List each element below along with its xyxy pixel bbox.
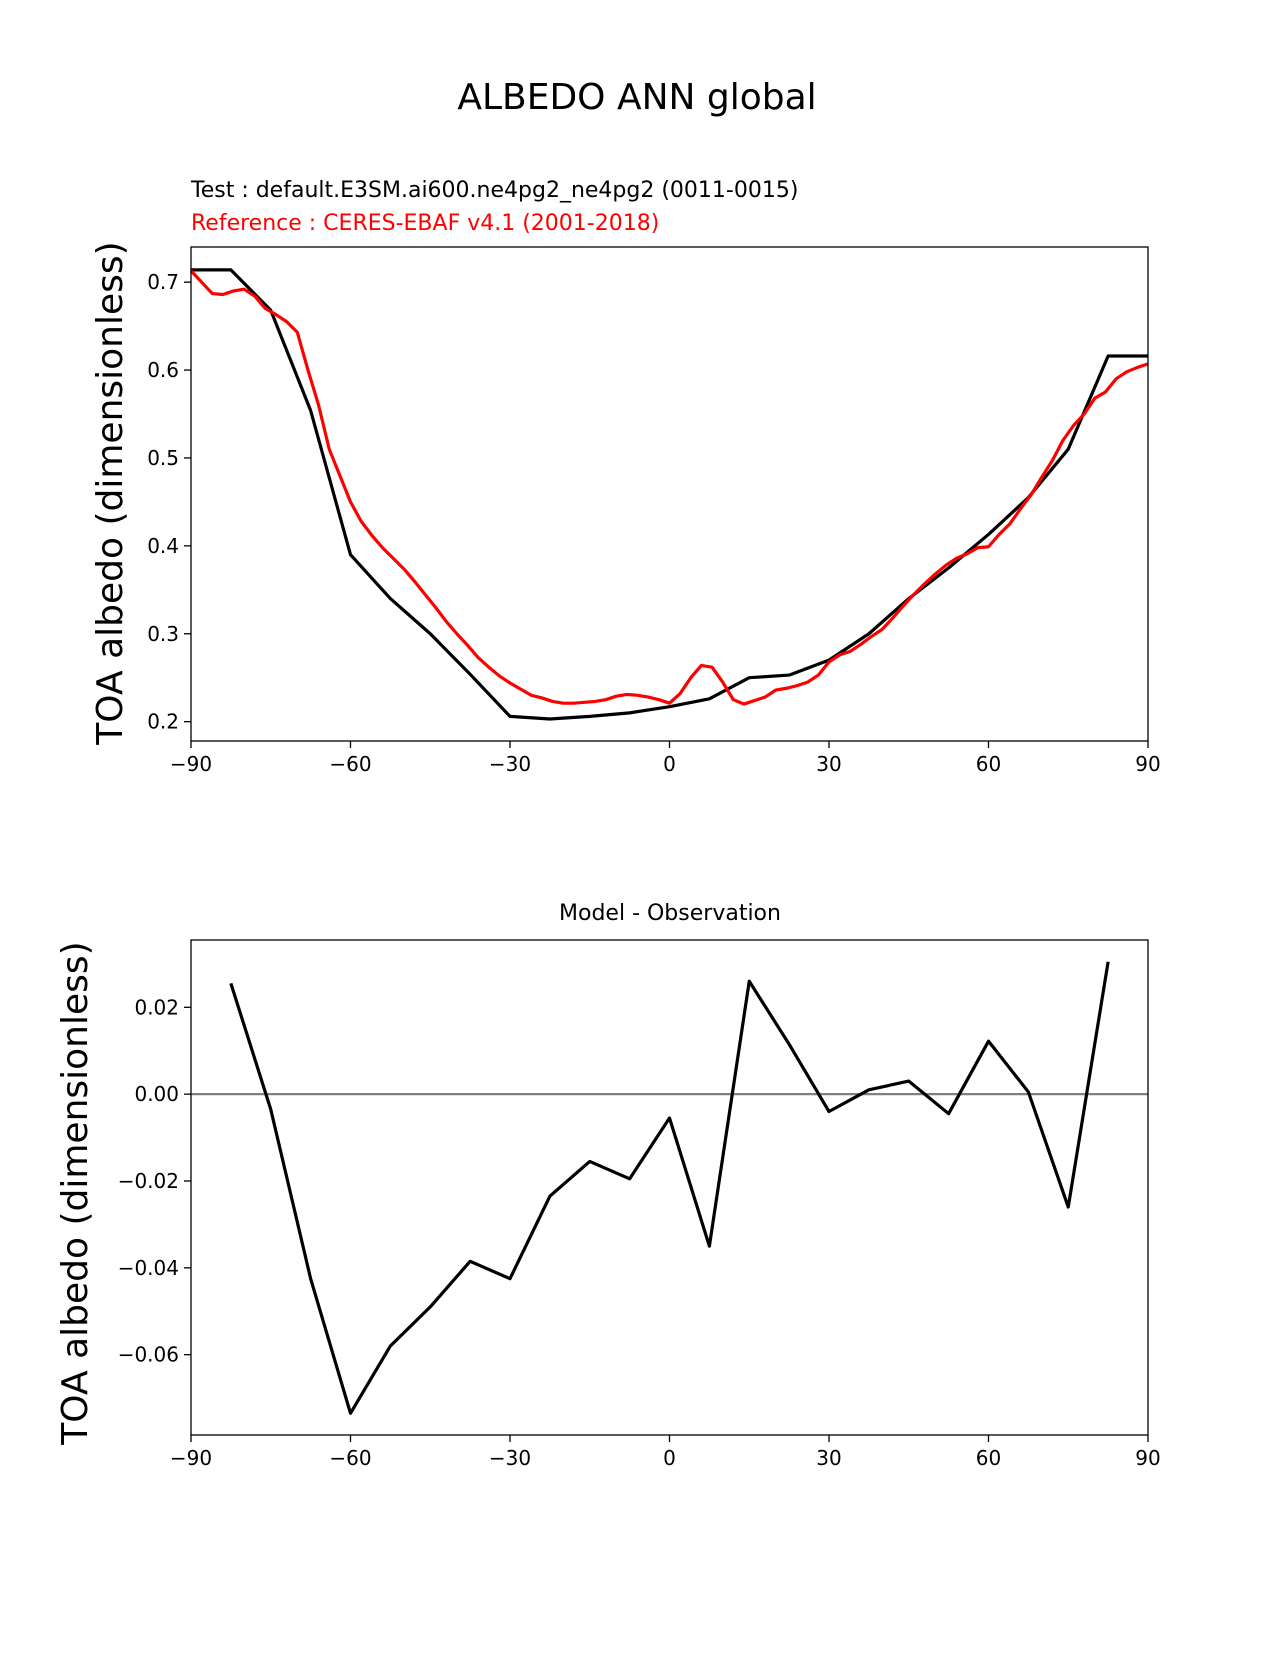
top-y-tick-label: 0.3: [147, 622, 179, 646]
bottom-x-tick-label: 60: [976, 1446, 1001, 1470]
bottom-y-tick-label: −0.06: [118, 1343, 179, 1367]
reference-title: Reference : CERES-EBAF v4.1 (2001-2018): [191, 211, 659, 236]
figure-title: ALBEDO ANN global: [457, 77, 816, 118]
bottom-panel-title: Model - Observation: [559, 901, 781, 926]
bottom-x-tick-label: −30: [489, 1446, 531, 1470]
top-y-tick-label: 0.7: [147, 270, 179, 294]
top-y-axis-label: TOA albedo (dimensionless): [90, 241, 131, 745]
top-y-tick-label: 0.2: [147, 710, 179, 734]
top-plot: −90 −60 −30 0 30 60 90 0.2 0.3 0.4 0.5 0.6 0.7: [147, 246, 1161, 776]
bottom-y-tick-label: −0.04: [118, 1256, 179, 1280]
top-y-tick-label: 0.5: [147, 446, 179, 470]
top-x-tick-label: −60: [329, 752, 371, 776]
bottom-x-tick-label: 30: [816, 1446, 841, 1470]
bottom-x-tick-label: −60: [329, 1446, 371, 1470]
bottom-x-tick-label: 0: [663, 1446, 676, 1470]
bottom-y-tick-label: 0.02: [134, 995, 179, 1019]
top-y-tick-label: 0.6: [147, 358, 179, 382]
top-x-tick-label: 30: [816, 752, 841, 776]
bottom-x-tick-label: 90: [1135, 1446, 1160, 1470]
bottom-y-axis-label: TOA albedo (dimensionless): [55, 941, 96, 1445]
top-x-tick-label: −90: [170, 752, 212, 776]
test-title: Test : default.E3SM.ai600.ne4pg2_ne4pg2 …: [190, 178, 798, 203]
bottom-model-observation-line: [229, 961, 1110, 1415]
bottom-y-tick-label: −0.02: [118, 1169, 179, 1193]
top-x-tick-label: 90: [1135, 752, 1160, 776]
bottom-plot: −90 −60 −30 0 30 60 90 −0.06 −0.04 −0.02 0.00 0.02: [118, 939, 1161, 1470]
top-x-tick-label: 0: [663, 752, 676, 776]
top-x-tick-label: 60: [976, 752, 1001, 776]
top-test-line: [191, 268, 1148, 721]
top-x-tick-label: −30: [489, 752, 531, 776]
bottom-y-tick-label: 0.00: [134, 1082, 179, 1106]
top-y-tick-label: 0.4: [147, 534, 179, 558]
bottom-x-tick-label: −90: [170, 1446, 212, 1470]
top-reference-line: [189, 269, 1149, 706]
